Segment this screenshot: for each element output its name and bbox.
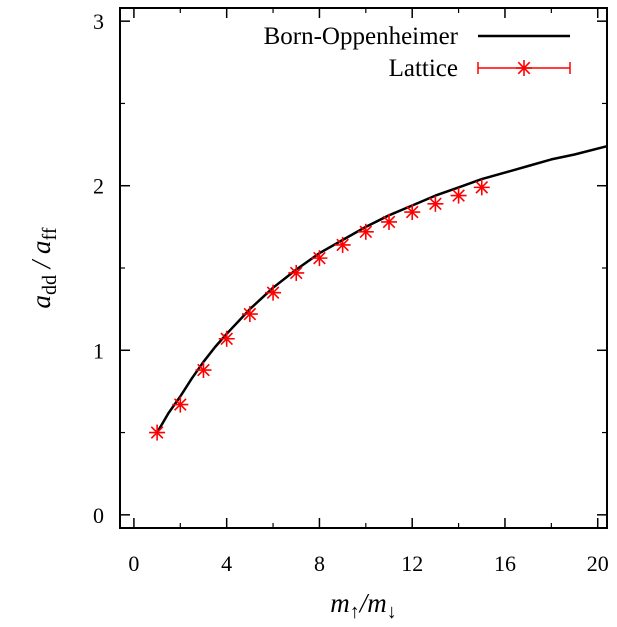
legend: Born-Oppenheimer Lattice xyxy=(264,23,571,82)
legend-marker-lattice xyxy=(516,60,532,76)
x-tick-label: 16 xyxy=(494,551,516,576)
data-point-lattice xyxy=(241,306,258,323)
data-point-lattice xyxy=(427,195,444,212)
plot-series xyxy=(149,144,608,441)
y-tick-label: 2 xyxy=(93,174,104,199)
x-tick-label: 20 xyxy=(587,551,609,576)
data-point-lattice xyxy=(311,250,328,267)
data-point-lattice xyxy=(381,213,398,230)
y-tick-label: 1 xyxy=(93,338,104,363)
y-tick-label: 3 xyxy=(93,9,104,34)
data-point-lattice xyxy=(288,264,305,281)
axis-ticks xyxy=(120,8,607,528)
data-point-lattice xyxy=(149,424,166,441)
data-point-lattice xyxy=(172,396,189,413)
legend-star-glyph xyxy=(516,60,532,76)
legend-entry-lattice: Lattice xyxy=(389,55,571,82)
data-point-lattice xyxy=(195,362,212,379)
data-point-lattice xyxy=(404,204,421,221)
x-tick-label: 0 xyxy=(128,551,139,576)
data-point-lattice xyxy=(450,187,467,204)
data-point-lattice xyxy=(265,284,282,301)
data-point-lattice xyxy=(218,330,235,347)
x-tick-label: 8 xyxy=(314,551,325,576)
data-point-lattice xyxy=(334,236,351,253)
legend-label-born-oppenheimer: Born-Oppenheimer xyxy=(264,23,459,50)
x-axis-label: m↑/m↓ xyxy=(330,588,397,623)
legend-entry-born-oppenheimer: Born-Oppenheimer xyxy=(264,23,570,50)
legend-label-lattice: Lattice xyxy=(389,55,458,82)
plot-frame xyxy=(119,7,608,529)
x-tick-label: 12 xyxy=(401,551,423,576)
data-point-lattice xyxy=(473,179,490,196)
y-axis-label: add / aff xyxy=(26,227,61,308)
y-tick-label: 0 xyxy=(93,503,104,528)
data-point-lattice xyxy=(357,223,374,240)
series-line-born-oppenheimer xyxy=(156,144,608,434)
x-tick-label: 4 xyxy=(221,551,232,576)
